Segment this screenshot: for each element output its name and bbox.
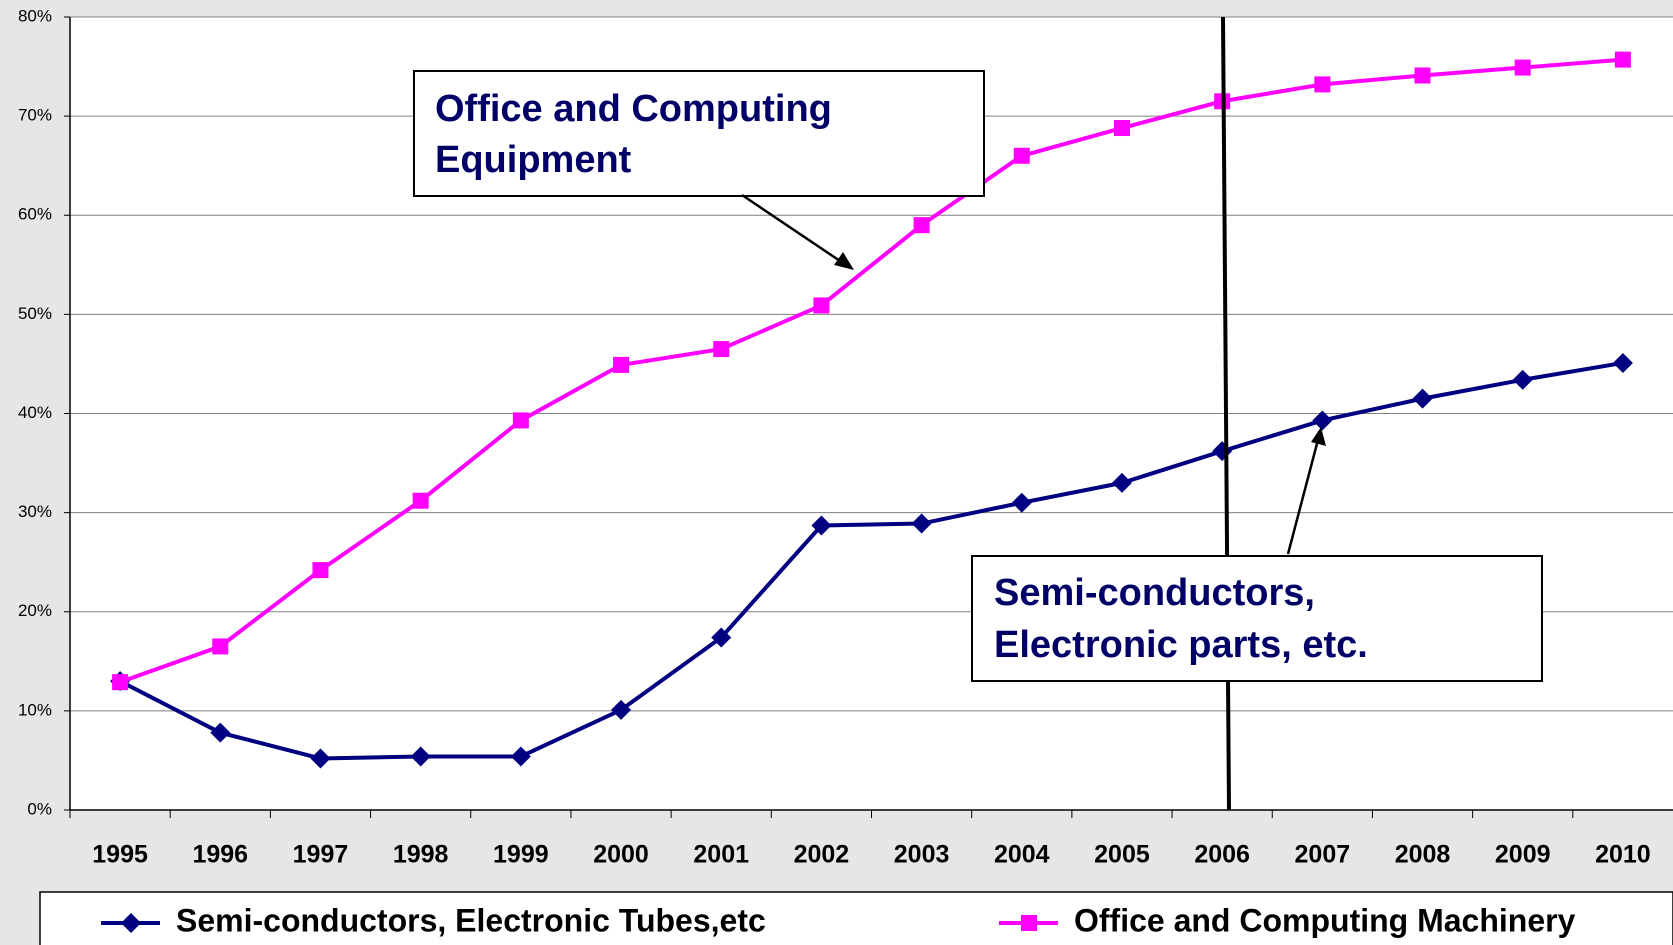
annotation-text: Electronic parts, etc.: [994, 624, 1368, 666]
x-tick-label: 2003: [894, 841, 950, 869]
point: [1013, 147, 1030, 164]
point: [1414, 67, 1431, 84]
annotation-office: Office and Computing Equipment: [413, 70, 985, 270]
point: [711, 627, 732, 648]
x-tick-label: 1995: [92, 841, 148, 869]
point: [913, 217, 930, 234]
y-tick-label: 10%: [18, 700, 52, 719]
point: [112, 674, 129, 691]
point: [1312, 410, 1333, 431]
y-tick-label: 70%: [18, 106, 52, 125]
x-tick-label: 2004: [994, 841, 1050, 869]
point: [1011, 492, 1032, 513]
arrow-head: [834, 252, 854, 270]
legend-label: Semi-conductors, Electronic Tubes,etc: [176, 902, 766, 938]
legend-label: Office and Computing Machinery: [1074, 902, 1576, 938]
x-tick-label: 1999: [493, 841, 549, 869]
series-line: [119, 360, 1624, 761]
point: [811, 515, 832, 536]
point: [210, 722, 231, 743]
y-tick-label: 0%: [27, 799, 52, 818]
point: [1021, 915, 1037, 931]
point: [121, 913, 141, 933]
arrow: [1286, 435, 1321, 555]
point: [1612, 352, 1633, 373]
point: [611, 699, 632, 720]
point: [510, 746, 531, 767]
series-line: [119, 57, 1624, 685]
x-tick-label: 1996: [192, 841, 248, 869]
arrow-head: [1311, 427, 1326, 446]
x-tick-label: 1998: [393, 841, 449, 869]
x-tick-label: 2000: [593, 841, 649, 869]
legend: [39, 891, 1673, 945]
point: [713, 341, 730, 358]
point: [310, 748, 331, 769]
point: [1514, 59, 1531, 76]
point: [412, 492, 429, 509]
annotation-text: Equipment: [435, 139, 632, 181]
x-tick-label: 2008: [1395, 841, 1451, 869]
y-tick-label: 20%: [18, 601, 52, 620]
x-tick-label: 2010: [1595, 841, 1651, 869]
y-tick-label: 60%: [18, 205, 52, 224]
x-tick-label: 2009: [1495, 841, 1551, 869]
point: [1512, 369, 1533, 390]
point: [212, 638, 229, 655]
annotation-box: [971, 555, 1543, 682]
point: [1614, 51, 1631, 68]
point: [312, 562, 329, 579]
annotation-text: Semi-conductors,: [994, 572, 1315, 614]
point: [813, 297, 830, 314]
x-tick-label: 2005: [1094, 841, 1150, 869]
point: [512, 412, 529, 429]
arrow: [741, 193, 847, 267]
x-tick-label: 2002: [794, 841, 850, 869]
point: [613, 356, 630, 373]
point: [1412, 388, 1433, 409]
point: [1314, 76, 1331, 93]
point: [410, 746, 431, 767]
x-tick-label: 2007: [1295, 841, 1351, 869]
annotation-text: Office and Computing: [435, 88, 832, 130]
x-tick-label: 2001: [693, 841, 749, 869]
y-tick-label: 50%: [18, 304, 52, 323]
x-tick-label: 2006: [1194, 841, 1250, 869]
point: [911, 513, 932, 534]
y-tick-label: 80%: [18, 6, 52, 25]
point: [1113, 120, 1130, 137]
annotation-semi: Semi-conductors, Electronic parts, etc.: [971, 427, 1543, 682]
x-tick-label: 1997: [293, 841, 349, 869]
annotation-box: [413, 70, 985, 197]
y-tick-label: 30%: [18, 502, 52, 521]
point: [1111, 472, 1132, 493]
y-tick-label: 40%: [18, 403, 52, 422]
